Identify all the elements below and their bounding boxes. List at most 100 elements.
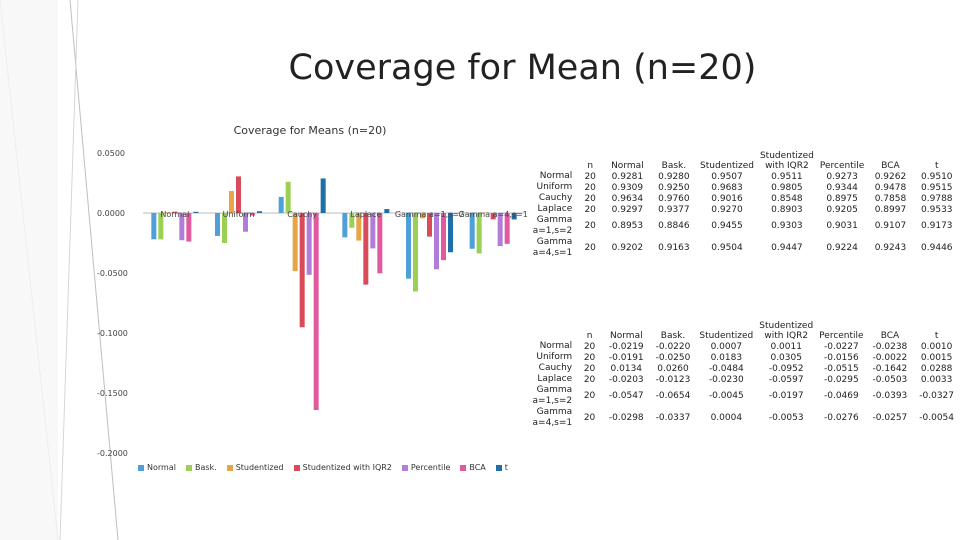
bar (278, 196, 284, 213)
bar (448, 213, 453, 253)
y-tick-label: -0.1500 (97, 389, 128, 398)
bar (476, 213, 482, 254)
table-row: Gamma a=4,s=1 20 0.9202 0.9163 0.9504 0.9447 0… (528, 237, 960, 259)
bar (236, 176, 241, 213)
bar (356, 213, 362, 241)
table-cell: 0.7858 (874, 193, 907, 204)
table-row: Gamma a=1,s=2 20 -0.0547 -0.0654 -0.0045 -0.0… (528, 385, 960, 407)
legend-label: Percentile (410, 463, 451, 472)
table-cell: 0.9280 (658, 171, 690, 182)
bar (285, 181, 291, 213)
bar (229, 191, 234, 213)
bar (377, 213, 383, 274)
coverage-table: n Normal Bask. Studentized Studentized with … (528, 145, 960, 259)
table-cell: -0.0238 (872, 341, 908, 352)
table-header-cell: Studentized with IQR2 (759, 151, 814, 171)
table-cell: 0.9016 (711, 193, 743, 204)
table-cell: -0.0220 (655, 341, 691, 352)
bar (511, 213, 517, 220)
bar (434, 213, 439, 270)
table-row-label: Normal (539, 171, 573, 181)
table-cell: 0.0010 (920, 341, 953, 352)
legend-swatch (226, 464, 233, 471)
table-cell: 0.9163 (658, 243, 690, 253)
table-cell: 0.9515 (921, 182, 953, 193)
coverage-chart: Coverage for Means (n=20) 0.0500 0.0000 -0… (95, 118, 535, 488)
table-cell: -0.0952 (768, 363, 804, 374)
table-header-cell: t (935, 161, 939, 171)
table-header-row: n Normal Bask. Studentized Studentized with … (528, 315, 960, 341)
bar (306, 213, 312, 275)
table-cell: -0.0230 (708, 374, 744, 385)
table-cell: 0.0260 (657, 363, 689, 374)
table-cell: -0.0197 (768, 391, 804, 401)
table-row-label: Cauchy (538, 363, 573, 373)
table-cell: 20 (583, 391, 596, 401)
legend-swatch (401, 464, 408, 471)
table-row: Cauchy 20 0.0134 0.0260 -0.0484 -0.0952 -0.051… (528, 363, 960, 374)
table-cell: 20 (584, 182, 596, 193)
table-cell: -0.0484 (708, 363, 744, 374)
table-cell: 0.9507 (711, 171, 743, 182)
legend-swatch (460, 464, 467, 471)
x-category-label: Normal (160, 210, 189, 219)
table-cell: -0.0219 (608, 341, 644, 352)
table-row-label: Gamma a=1,s=2 (532, 385, 573, 406)
bar (179, 213, 185, 241)
table-cell: 0.9634 (611, 193, 644, 204)
legend-label: BCA (469, 463, 486, 472)
table-cell: -0.0276 (824, 413, 859, 423)
table-cell: 0.9478 (874, 182, 907, 193)
table-row-label: Laplace (537, 374, 573, 384)
legend-label: Normal (147, 463, 176, 472)
table-cell: 20 (583, 363, 596, 374)
table-row: Gamma a=1,s=2 20 0.8953 0.8846 0.9455 0.9303 0… (528, 215, 960, 237)
table-row: Laplace 20 -0.0203 -0.0123 -0.0230 -0.0597 -0.… (528, 374, 960, 385)
table-cell: 0.9760 (658, 193, 690, 204)
legend-item: Studentized with IQR2 (293, 463, 392, 472)
chart-legend: Normal Bask. Studentized Studentized with I… (138, 463, 508, 472)
table-cell: 20 (584, 243, 596, 253)
slide-title: Coverage for Mean (n=20) (288, 48, 757, 88)
table-row-label: Gamma a=4,s=1 (532, 407, 573, 428)
table-row: Uniform 20 -0.0191 -0.0250 0.0183 0.0305 -0.01… (528, 352, 960, 363)
bar (250, 213, 255, 216)
table-cell: 0.0015 (920, 352, 953, 363)
table-cell: -0.0654 (655, 391, 691, 401)
table-cell: -0.0045 (708, 391, 744, 401)
table-cell: -0.0393 (872, 391, 908, 401)
table-cell: 0.9511 (771, 171, 803, 182)
legend-item: Percentile (401, 463, 451, 472)
table-cell: -0.0515 (824, 363, 859, 374)
table-row-label: Uniform (536, 352, 573, 362)
table-header-cell: Percentile (819, 331, 864, 341)
table-cell: 0.0305 (770, 352, 802, 363)
table-cell: 0.0007 (710, 341, 743, 352)
table-cell: 0.8997 (874, 204, 907, 215)
legend-label: Studentized with IQR2 (302, 463, 392, 472)
table-cell: -0.1642 (872, 363, 908, 374)
legend-item: BCA (460, 463, 486, 472)
table-cell: -0.0257 (872, 413, 908, 423)
bar (413, 213, 418, 292)
y-tick-label: -0.0500 (97, 269, 128, 278)
table-cell: 20 (584, 171, 596, 182)
x-category-label: Gamma a=1,s=2 (395, 210, 464, 219)
bar (292, 213, 298, 272)
table-cell: 20 (583, 352, 596, 363)
table-cell: -0.0327 (919, 391, 955, 401)
table-row-label: Normal (539, 341, 573, 351)
chart-title: Coverage for Means (n=20) (233, 124, 387, 137)
table-header-cell: Normal (611, 161, 644, 171)
table-row-label: Laplace (537, 204, 573, 214)
table-cell: 0.9205 (826, 204, 858, 215)
table-cell: 0.0011 (770, 341, 802, 352)
table-header-cell: Studentized with IQR2 (759, 321, 814, 341)
table-cell: 0.9250 (658, 182, 690, 193)
bar (165, 212, 171, 213)
table-cell: 0.8953 (611, 221, 644, 231)
bar (299, 213, 305, 328)
table-cell: 20 (584, 221, 596, 231)
table-cell: -0.0227 (824, 341, 859, 352)
table-header-cell: Normal (610, 331, 643, 341)
